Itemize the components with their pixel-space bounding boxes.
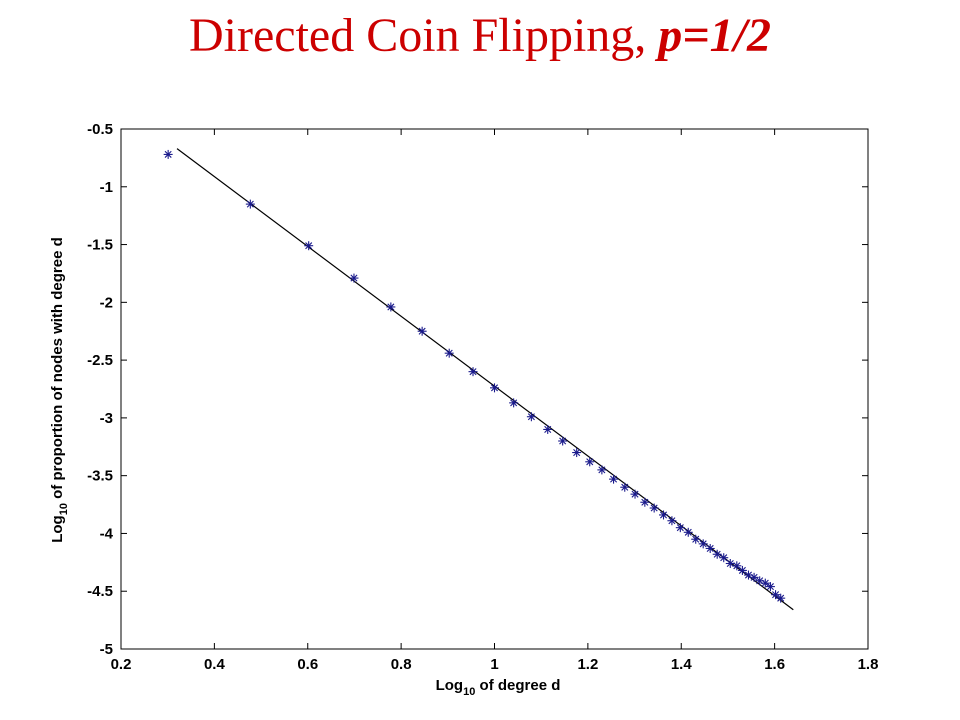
x-tick-label: 1.6 <box>764 656 785 673</box>
data-point <box>526 412 536 422</box>
slide-title: Directed Coin Flipping, p=1/2 <box>0 6 960 66</box>
data-point <box>349 273 359 283</box>
data-point <box>683 527 693 537</box>
title-main: Directed Coin Flipping, <box>189 9 659 62</box>
data-point <box>649 503 659 513</box>
fit-line <box>176 148 794 611</box>
data-point <box>304 241 314 251</box>
data-point <box>163 149 173 159</box>
x-tick-label: 1.8 <box>858 656 879 673</box>
data-point <box>543 424 553 434</box>
data-point <box>597 465 607 475</box>
x-tick-label: 1.4 <box>671 656 693 673</box>
data-point <box>417 326 427 336</box>
y-tick-label: -1 <box>100 179 113 196</box>
x-tick-label: 0.4 <box>204 656 226 673</box>
x-tick-label: 0.8 <box>391 656 412 673</box>
x-axis-label: Log10 of degree d <box>436 677 561 698</box>
data-point <box>245 199 255 209</box>
data-point <box>640 497 650 507</box>
data-point <box>585 457 595 467</box>
data-point <box>509 398 519 408</box>
x-tick-labels: 0.2 0.4 0.6 0.8 1 1.2 1.4 1.6 1.8 <box>111 656 879 673</box>
data-point <box>719 553 729 563</box>
y-tick-label: -4.5 <box>87 583 113 600</box>
data-point <box>732 561 742 571</box>
axis-ticks <box>120 128 869 650</box>
data-point <box>667 516 677 526</box>
data-point <box>620 482 630 492</box>
fit-line-group <box>176 148 794 611</box>
data-point <box>609 474 619 484</box>
data-point <box>691 534 701 544</box>
y-axis-label: Log10 of proportion of nodes with degree… <box>49 237 70 543</box>
data-point <box>558 436 568 446</box>
data-point <box>386 302 396 312</box>
x-tick-label: 1 <box>490 656 498 673</box>
data-point <box>776 593 786 603</box>
data-point <box>765 582 775 592</box>
data-point <box>659 510 669 520</box>
data-point <box>705 543 715 553</box>
y-tick-label: -3.5 <box>87 468 113 485</box>
data-point <box>468 367 478 377</box>
data-point <box>630 489 640 499</box>
y-tick-label: -1.5 <box>87 237 113 254</box>
data-point <box>737 565 747 575</box>
title-parameter: p=1/2 <box>658 9 771 62</box>
y-tick-label: -5 <box>100 641 113 658</box>
data-point <box>760 578 770 588</box>
x-tick-label: 0.2 <box>111 656 132 673</box>
y-tick-label: -2 <box>100 294 113 311</box>
data-point <box>771 590 781 600</box>
data-points <box>163 149 786 603</box>
y-tick-label: -4 <box>100 525 114 542</box>
data-point <box>712 549 722 559</box>
data-point <box>698 539 708 549</box>
y-tick-label: -3 <box>100 410 113 427</box>
y-tick-label: -2.5 <box>87 352 113 369</box>
data-point <box>490 383 499 393</box>
data-point <box>444 348 454 358</box>
x-tick-label: 0.6 <box>297 656 318 673</box>
x-tick-label: 1.2 <box>577 656 598 673</box>
y-tick-labels: -0.5 -1 -1.5 -2 -2.5 -3 -3.5 -4 -4.5 -5 <box>87 121 114 658</box>
data-point <box>675 523 685 533</box>
data-point <box>749 572 759 582</box>
y-tick-label: -0.5 <box>87 121 113 138</box>
data-point <box>572 448 582 458</box>
